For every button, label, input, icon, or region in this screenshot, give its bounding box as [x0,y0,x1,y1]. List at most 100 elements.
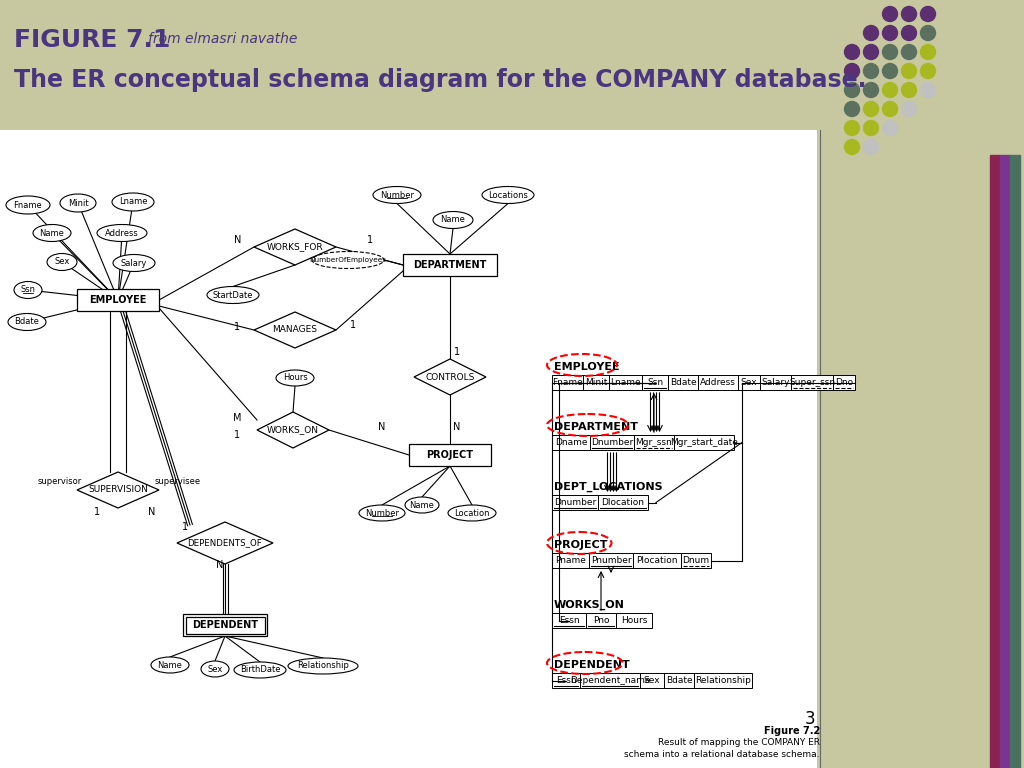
Text: Bdate: Bdate [14,317,40,326]
Text: M: M [232,413,242,423]
Text: PROJECT: PROJECT [427,450,473,460]
Ellipse shape [312,251,384,269]
Circle shape [901,82,916,98]
Circle shape [921,6,936,22]
Text: DEPT_LOCATIONS: DEPT_LOCATIONS [554,482,663,492]
Text: Sex: Sex [54,257,70,266]
Bar [77,289,159,311]
Text: N: N [454,422,461,432]
Bar [738,375,760,390]
Text: Pnumber: Pnumber [591,556,632,565]
Bar [590,435,634,450]
Circle shape [863,101,879,117]
Bar [609,375,642,390]
Text: SUPERVISION: SUPERVISION [88,485,147,495]
Text: 1: 1 [94,507,100,517]
Text: Hours: Hours [621,616,647,625]
Text: EMPLOYEE: EMPLOYEE [554,362,620,372]
Text: Pname: Pname [555,556,586,565]
Text: Location: Location [455,508,489,518]
Circle shape [883,6,897,22]
Ellipse shape [113,254,155,272]
Text: Bdate: Bdate [666,676,692,685]
Ellipse shape [207,286,259,303]
Ellipse shape [6,196,50,214]
Text: EMPLOYEE: EMPLOYEE [89,295,146,305]
Circle shape [883,101,897,117]
Circle shape [863,25,879,41]
Circle shape [863,45,879,59]
Text: N: N [216,560,223,570]
Text: 1: 1 [454,347,460,357]
Bar [547,130,817,768]
Bar [674,435,734,450]
Text: N: N [148,507,156,517]
Bar [580,673,640,688]
Text: WORKS_FOR: WORKS_FOR [266,243,324,251]
Ellipse shape [373,187,421,204]
Text: Name: Name [158,660,182,670]
Circle shape [921,64,936,78]
Text: DEPENDENT: DEPENDENT [193,620,258,630]
Text: Essn: Essn [556,676,577,685]
Text: BirthDate: BirthDate [240,666,281,674]
Ellipse shape [8,313,46,330]
Text: WORKS_ON: WORKS_ON [267,425,319,435]
Text: Result of mapping the COMPANY ER: Result of mapping the COMPANY ER [658,738,820,747]
Circle shape [883,25,897,41]
Bar [552,375,583,390]
Circle shape [845,140,859,154]
Text: Hours: Hours [283,373,307,382]
Text: Sex: Sex [644,676,660,685]
Circle shape [901,101,916,117]
Text: supervisee: supervisee [155,478,201,486]
Ellipse shape [112,193,154,211]
Text: MANAGES: MANAGES [272,326,317,335]
Bar [552,673,580,688]
Text: CONTROLS: CONTROLS [425,372,475,382]
Bar [552,613,586,628]
Text: Plocation: Plocation [636,556,678,565]
Text: N: N [234,235,242,245]
Bar [403,254,497,276]
Bar [1010,155,1020,768]
Text: Address: Address [700,378,736,387]
Bar [183,614,267,636]
Text: Lname: Lname [610,378,641,387]
Bar [616,613,652,628]
Text: 1: 1 [182,522,188,532]
Bar [409,444,490,466]
Text: Dnumber: Dnumber [554,498,596,507]
Bar [634,435,674,450]
Text: Name: Name [410,501,434,509]
Text: Dlocation: Dlocation [601,498,644,507]
Text: Dno: Dno [835,378,853,387]
Bar [681,553,711,568]
Ellipse shape [151,657,189,673]
Ellipse shape [60,194,96,212]
Text: Locations: Locations [488,190,528,200]
Text: DEPENDENT: DEPENDENT [554,660,630,670]
Circle shape [845,64,859,78]
Bar [990,155,1000,768]
Circle shape [883,121,897,135]
Ellipse shape [201,661,229,677]
Ellipse shape [97,224,147,241]
Ellipse shape [359,505,406,521]
Bar [185,617,264,634]
Bar [694,673,752,688]
Circle shape [845,121,859,135]
Text: Figure 7.2: Figure 7.2 [764,726,820,736]
Text: Name: Name [40,229,65,237]
Text: Pno: Pno [593,616,609,625]
Text: Dnumber: Dnumber [591,438,633,447]
Circle shape [883,45,897,59]
Text: Relationship: Relationship [297,661,349,670]
Ellipse shape [276,370,314,386]
Text: DEPENDENTS_OF: DEPENDENTS_OF [187,538,262,548]
Bar [586,613,616,628]
Circle shape [845,45,859,59]
Text: Minit: Minit [585,378,607,387]
Text: Ssn: Ssn [20,286,36,294]
Ellipse shape [482,187,534,204]
